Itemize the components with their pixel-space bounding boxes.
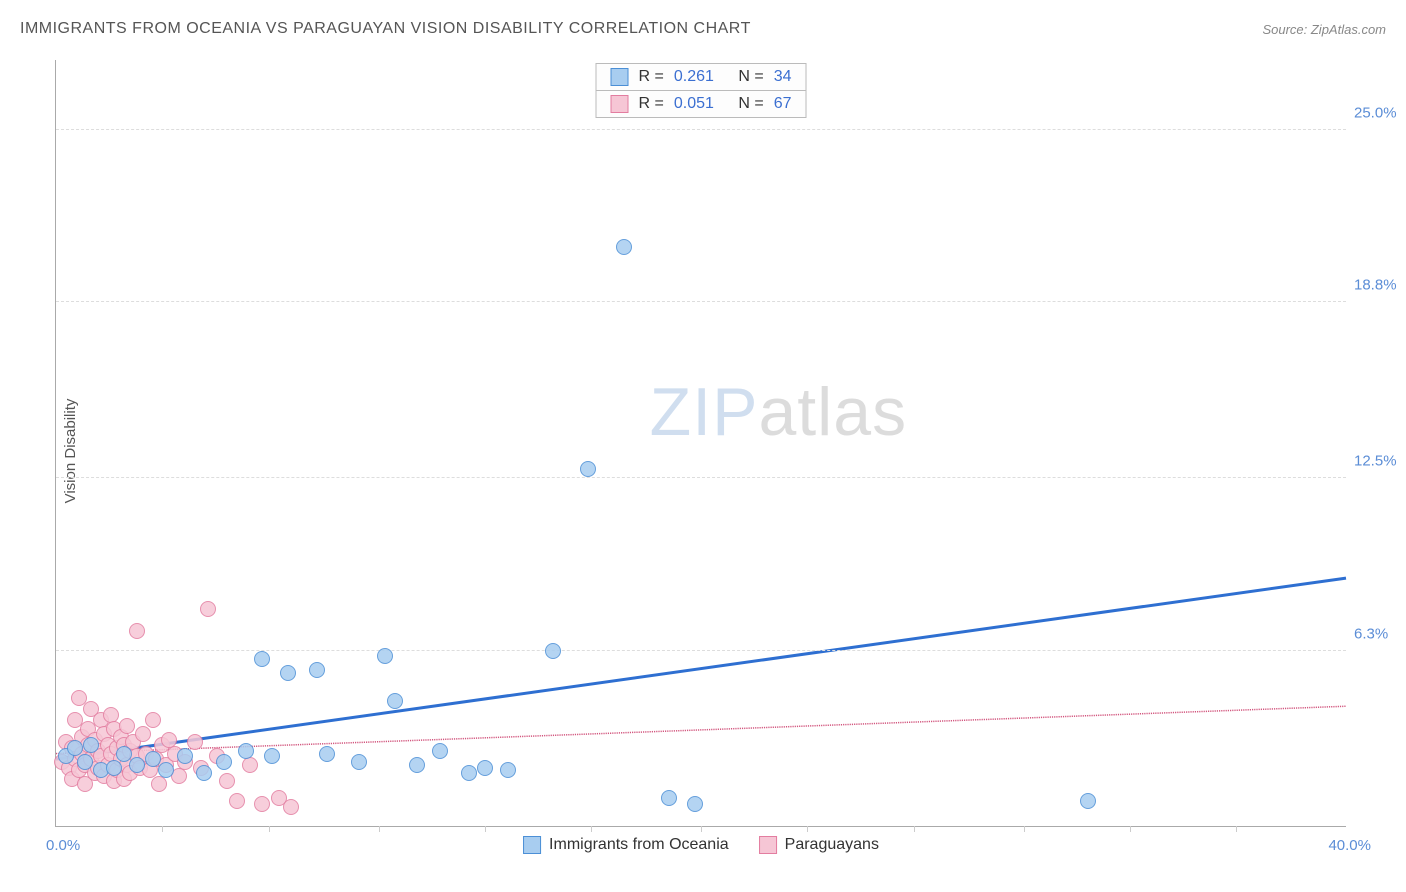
gridline-h: [56, 477, 1346, 478]
data-point: [319, 746, 335, 762]
x-tick: [1024, 826, 1025, 832]
data-point: [196, 765, 212, 781]
data-point: [238, 743, 254, 759]
stats-legend: R = 0.261 N = 34 R = 0.051 N = 67: [596, 63, 807, 118]
watermark: ZIPatlas: [650, 373, 907, 451]
legend-item-blue: Immigrants from Oceania: [523, 836, 729, 854]
x-max-label: 40.0%: [1328, 837, 1371, 854]
data-point: [432, 743, 448, 759]
data-point: [106, 760, 122, 776]
gridline-h: [56, 301, 1346, 302]
y-tick-label: 25.0%: [1354, 104, 1397, 121]
swatch-icon: [523, 836, 541, 854]
data-point: [264, 748, 280, 764]
data-point: [145, 712, 161, 728]
data-point: [351, 754, 367, 770]
r-value-blue: 0.261: [674, 68, 714, 86]
data-point: [661, 790, 677, 806]
data-point: [387, 693, 403, 709]
swatch-icon: [759, 836, 777, 854]
y-tick-label: 12.5%: [1354, 452, 1397, 469]
chart-title: IMMIGRANTS FROM OCEANIA VS PARAGUAYAN VI…: [20, 20, 751, 38]
data-point: [283, 799, 299, 815]
n-value-blue: 34: [774, 68, 792, 86]
data-point: [280, 665, 296, 681]
data-point: [158, 762, 174, 778]
x-tick: [1130, 826, 1131, 832]
stats-row-blue: R = 0.261 N = 34: [597, 64, 806, 90]
data-point: [254, 651, 270, 667]
chart-area: Vision Disability ZIPatlas R = 0.261 N =…: [50, 55, 1376, 847]
x-tick: [269, 826, 270, 832]
x-tick: [591, 826, 592, 832]
x-tick: [914, 826, 915, 832]
data-point: [219, 773, 235, 789]
n-value-pink: 67: [774, 95, 792, 113]
data-point: [119, 718, 135, 734]
series-legend: Immigrants from Oceania Paraguayans: [523, 836, 879, 854]
plot-area: ZIPatlas R = 0.261 N = 34 R = 0.051 N = …: [55, 60, 1346, 827]
x-tick: [379, 826, 380, 832]
data-point: [1080, 793, 1096, 809]
x-tick: [1236, 826, 1237, 832]
stats-row-pink: R = 0.051 N = 67: [597, 90, 806, 117]
gridline-h: [56, 129, 1346, 130]
data-point: [461, 765, 477, 781]
swatch-icon: [611, 68, 629, 86]
data-point: [377, 648, 393, 664]
y-tick-label: 18.8%: [1354, 277, 1397, 294]
data-point: [129, 623, 145, 639]
data-point: [229, 793, 245, 809]
x-origin-label: 0.0%: [46, 837, 80, 854]
data-point: [83, 737, 99, 753]
data-point: [187, 734, 203, 750]
data-point: [687, 796, 703, 812]
source-label: Source: ZipAtlas.com: [1262, 22, 1386, 37]
x-tick: [701, 826, 702, 832]
data-point: [177, 748, 193, 764]
legend-item-pink: Paraguayans: [759, 836, 879, 854]
data-point: [151, 776, 167, 792]
data-point: [216, 754, 232, 770]
data-point: [545, 643, 561, 659]
data-point: [409, 757, 425, 773]
y-tick-label: 6.3%: [1354, 625, 1388, 642]
data-point: [77, 754, 93, 770]
x-tick: [807, 826, 808, 832]
gridline-h: [56, 650, 1346, 651]
trend-lines: [56, 60, 1346, 826]
data-point: [477, 760, 493, 776]
data-point: [242, 757, 258, 773]
r-value-pink: 0.051: [674, 95, 714, 113]
data-point: [616, 239, 632, 255]
x-tick: [162, 826, 163, 832]
data-point: [309, 662, 325, 678]
x-tick: [485, 826, 486, 832]
data-point: [200, 601, 216, 617]
data-point: [129, 757, 145, 773]
swatch-icon: [611, 95, 629, 113]
data-point: [254, 796, 270, 812]
data-point: [135, 726, 151, 742]
data-point: [500, 762, 516, 778]
data-point: [580, 461, 596, 477]
